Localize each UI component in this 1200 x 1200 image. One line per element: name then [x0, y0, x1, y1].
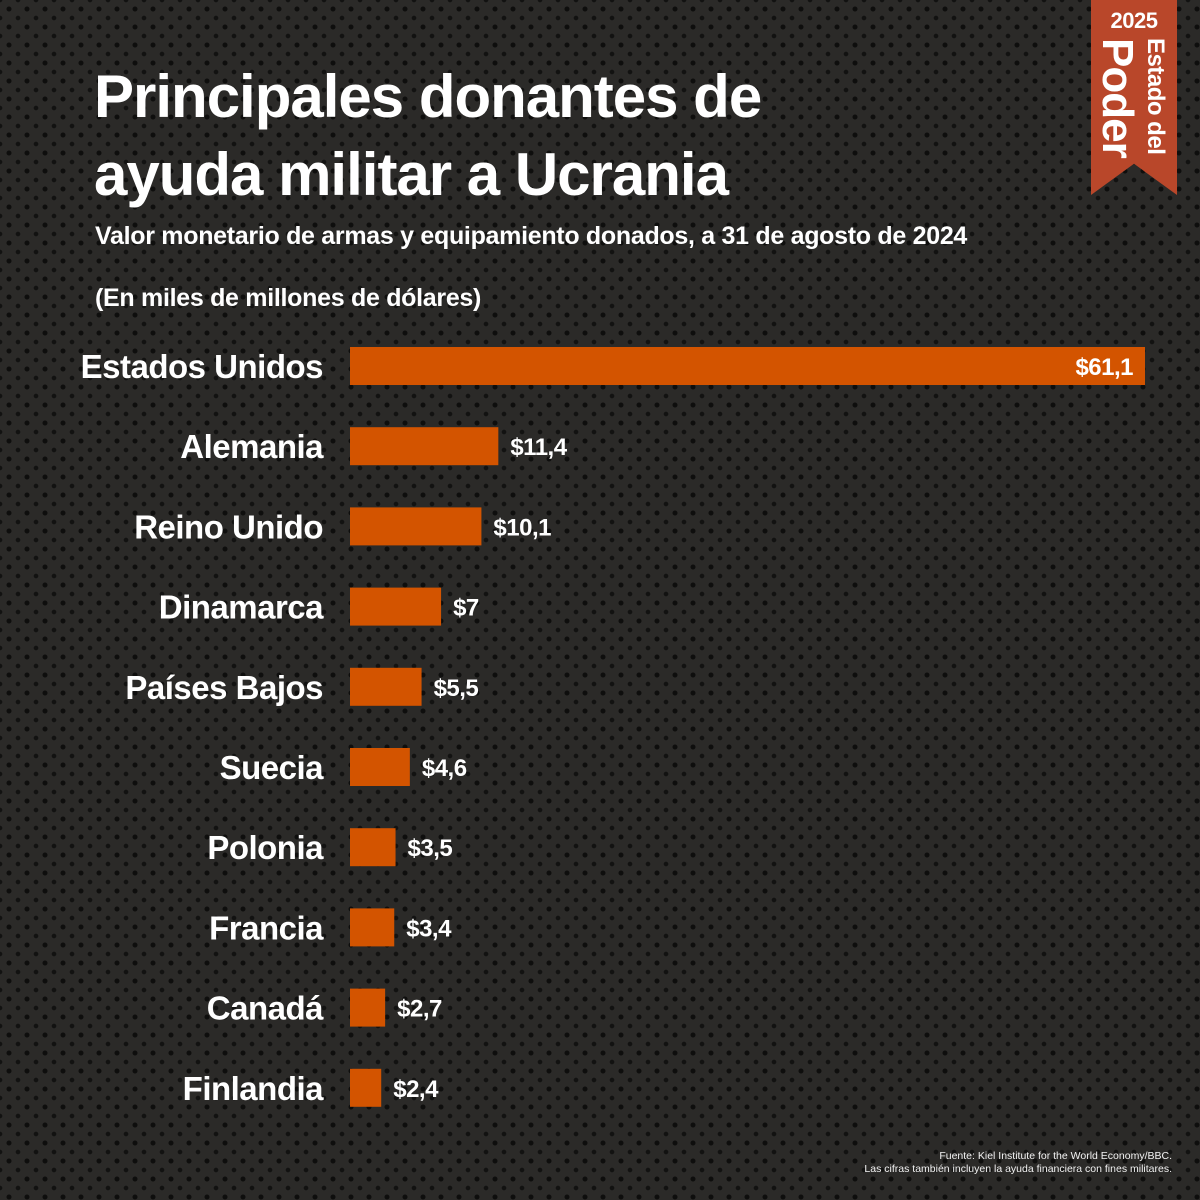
value-label: $3,5 — [408, 835, 453, 862]
source-note: Fuente: Kiel Institute for the World Eco… — [939, 1150, 1172, 1162]
bar — [350, 1068, 382, 1107]
bar — [350, 587, 442, 626]
bar — [350, 988, 386, 1027]
value-label: $10,1 — [493, 514, 551, 541]
category-label: Finlandia — [183, 1070, 324, 1107]
badge-line-small: Estado del — [1142, 38, 1169, 155]
chart-footer: Fuente: Kiel Institute for the World Eco… — [864, 1150, 1172, 1176]
category-label: Dinamarca — [159, 589, 324, 626]
value-label: $2,4 — [393, 1076, 439, 1103]
bar — [350, 828, 396, 867]
bar — [350, 427, 499, 466]
value-label: $3,4 — [406, 915, 452, 942]
bar-chart: Estados Unidos $61,1 Alemania $11,4 Reino Un… — [81, 347, 1145, 1107]
bar — [350, 667, 422, 706]
category-label: Suecia — [220, 749, 325, 786]
value-label: $7 — [453, 595, 479, 622]
value-label: $2,7 — [397, 996, 442, 1023]
badge-year: 2025 — [1110, 8, 1158, 33]
bar — [350, 908, 395, 947]
value-label: $5,5 — [434, 675, 479, 702]
category-label: Canadá — [207, 990, 324, 1027]
bar — [350, 748, 410, 786]
category-label: Reino Unido — [134, 508, 323, 545]
value-label: $4,6 — [422, 755, 467, 782]
value-label: $11,4 — [510, 434, 567, 461]
category-label: Polonia — [207, 829, 324, 866]
title-line-2: ayuda militar a Ucrania — [94, 141, 729, 208]
bar — [350, 507, 482, 546]
category-label: Estados Unidos — [81, 348, 323, 385]
value-label: $61,1 — [1075, 354, 1133, 381]
unit-note: (En miles de millones de dólares) — [95, 284, 482, 312]
chart-title: Principales donantes de ayuda militar a … — [94, 58, 994, 214]
estado-del-poder-badge: 2025 Poder Estado del — [1091, 0, 1177, 195]
category-label: Alemania — [180, 428, 324, 465]
title-line-1: Principales donantes de — [94, 63, 762, 130]
chart-subtitle: Valor monetario de armas y equipamiento … — [95, 222, 968, 250]
badge-text: Poder Estado del — [1091, 38, 1177, 168]
badge-line-big: Poder — [1093, 38, 1142, 158]
category-label: Países Bajos — [125, 669, 323, 706]
footnote: Las cifras también incluyen la ayuda fin… — [864, 1163, 1172, 1175]
bar — [350, 347, 1145, 385]
category-label: Francia — [209, 909, 324, 946]
